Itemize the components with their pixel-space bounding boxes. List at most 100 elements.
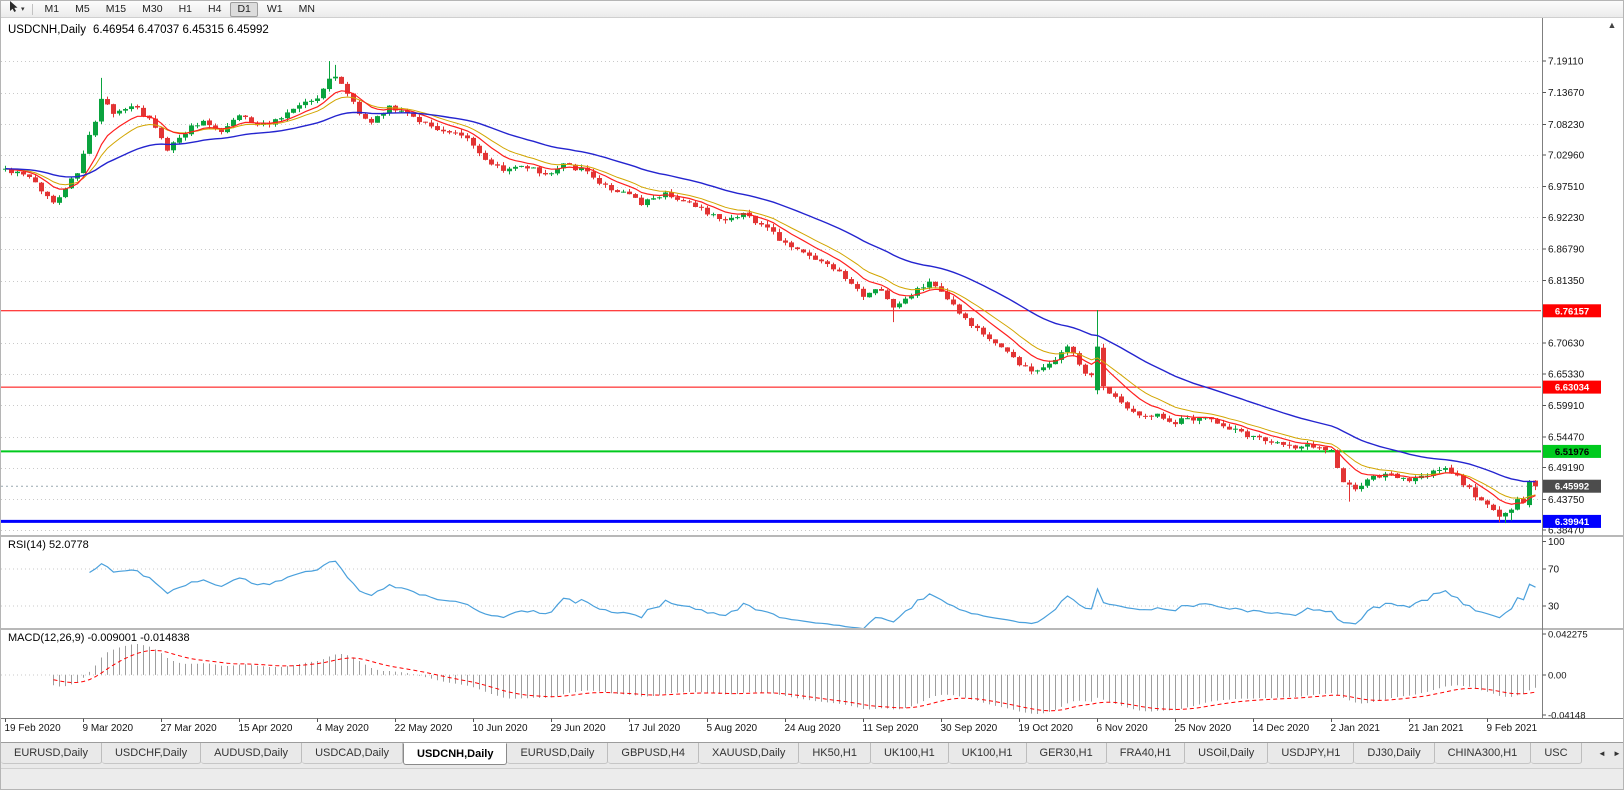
candle-body [1035,370,1040,372]
candle-body [699,206,704,208]
price-axis-label: 6.70630 [1548,338,1585,349]
tab-scroll-right-button[interactable]: ► [1613,749,1621,758]
timeframe-m5-button[interactable]: M5 [75,2,90,15]
timeframe-m1-button[interactable]: M1 [44,2,60,15]
timeframe-m15-button[interactable]: M15 [105,2,127,15]
chart-tab-gbpusd-h4[interactable]: GBPUSD,H4 [608,743,699,764]
timeframe-m30-button[interactable]: M30 [142,2,163,15]
candle-body [15,171,20,174]
time-axis-label: 11 Sep 2020 [863,723,919,734]
timeframe-h4-button[interactable]: H4 [208,2,222,15]
chart-tab-fra40-h1[interactable]: FRA40,H1 [1106,743,1186,764]
chart-tab-eurusd-daily[interactable]: EURUSD,Daily [1,743,102,764]
rsi-gridlines [1,568,1541,607]
chart-tab-dj30-daily[interactable]: DJ30,Daily [1354,743,1435,764]
candle-body [39,182,44,192]
timeframe-h1-button[interactable]: H1 [178,2,193,15]
candle-body [105,99,110,105]
candle-body [567,163,572,165]
candle-body [705,207,710,215]
candle-body [1509,509,1514,513]
candle-body [957,304,962,314]
rsi-axis-label: 100 [1548,537,1565,548]
ma-mid-line [5,96,1536,500]
candle-body [1125,402,1130,409]
candle-body [627,191,632,195]
timeframe-w1-button[interactable]: W1 [266,2,283,15]
timeframe-d1-button[interactable]: D1 [230,1,258,17]
candle-body [999,343,1004,348]
candle-body [1455,473,1460,476]
candle-body [1227,426,1232,430]
price-axis-label: 7.08230 [1548,120,1585,131]
candle-body [1179,418,1184,424]
candle-body [807,252,812,256]
chart-tab-usdcnh-daily[interactable]: USDCNH,Daily [403,743,508,765]
chart-tab-china300-h1[interactable]: CHINA300,H1 [1434,743,1532,764]
cursor-tool-button[interactable]: ▾ [4,1,28,17]
candle-body [111,104,116,114]
macd-axis-label: 0.00 [1548,670,1567,681]
candle-body [1137,411,1142,416]
candle-body [843,271,848,279]
chart-tab-eurusd-daily[interactable]: EURUSD,Daily [507,743,609,764]
candle-body [1053,359,1058,365]
chart-tab-ger30-h1[interactable]: GER30,H1 [1026,743,1107,764]
price-chart[interactable]: 19 Feb 2020 9 Mar 2020 27 Mar 2020 15 Apr 2… [1,18,1624,742]
chart-tab-usc[interactable]: USC [1531,743,1582,764]
timeframe-mn-button[interactable]: MN [298,2,315,15]
price-badge-value: 6.45992 [1555,482,1589,493]
candle-body [879,288,884,291]
chart-tab-usoil-daily[interactable]: USOil,Daily [1185,743,1269,764]
candle-body [1065,346,1070,353]
candle-body [507,168,512,172]
dropdown-caret-icon: ▾ [21,6,25,13]
candle-body [45,191,50,197]
chart-tab-usdcad-daily[interactable]: USDCAD,Daily [302,743,404,764]
price-axis-label: 6.92230 [1548,213,1585,224]
time-axis-labels: 19 Feb 2020 9 Mar 2020 27 Mar 2020 15 Apr 2… [5,718,1538,734]
candle-body [1095,346,1100,391]
candle-body [867,292,872,298]
candle-body [1485,500,1490,505]
candle-body [1299,446,1304,449]
time-axis-label: 10 Jun 2020 [473,723,528,734]
candle-body [57,197,62,203]
candles-layer [3,61,1538,524]
chart-tab-uk100-h1[interactable]: UK100,H1 [948,743,1027,764]
chart-tab-xauusd-daily[interactable]: XAUUSD,Daily [698,743,800,764]
candle-body [63,188,68,198]
candle-body [1197,417,1202,421]
candle-body [327,78,332,90]
candle-body [1497,509,1502,517]
time-axis-label: 19 Oct 2020 [1019,723,1074,734]
chart-tab-uk100-h1[interactable]: UK100,H1 [870,743,949,764]
candle-body [243,115,248,117]
candle-body [33,177,38,183]
candle-body [1293,445,1298,449]
panel-splitter-macd[interactable] [1,628,1624,630]
candle-body [99,98,104,122]
price-badge [1543,514,1601,528]
price-axis-label: 6.43750 [1548,495,1585,506]
candle-body [303,101,308,106]
chart-tab-usdjpy-h1[interactable]: USDJPY,H1 [1268,743,1355,764]
candle-body [741,213,746,217]
chart-tab-usdchf-daily[interactable]: USDCHF,Daily [101,743,202,764]
candle-body [933,281,938,287]
candle-body [981,327,986,335]
candle-body [675,197,680,200]
candle-body [123,109,128,111]
tab-scroll-left-button[interactable]: ◄ [1598,749,1606,758]
candle-body [1311,444,1316,448]
candle-body [813,255,818,260]
candle-body [9,168,14,174]
chart-tab-hk50-h1[interactable]: HK50,H1 [799,743,871,764]
scroll-up-arrow[interactable]: ▲ [1607,20,1617,30]
price-axis-label: 6.97510 [1548,182,1585,193]
chart-tab-audusd-daily[interactable]: AUDUSD,Daily [201,743,303,764]
candle-body [717,214,722,220]
time-axis-label: 25 Nov 2020 [1175,723,1232,734]
candle-body [357,101,362,114]
panel-splitter-rsi[interactable] [1,535,1624,537]
